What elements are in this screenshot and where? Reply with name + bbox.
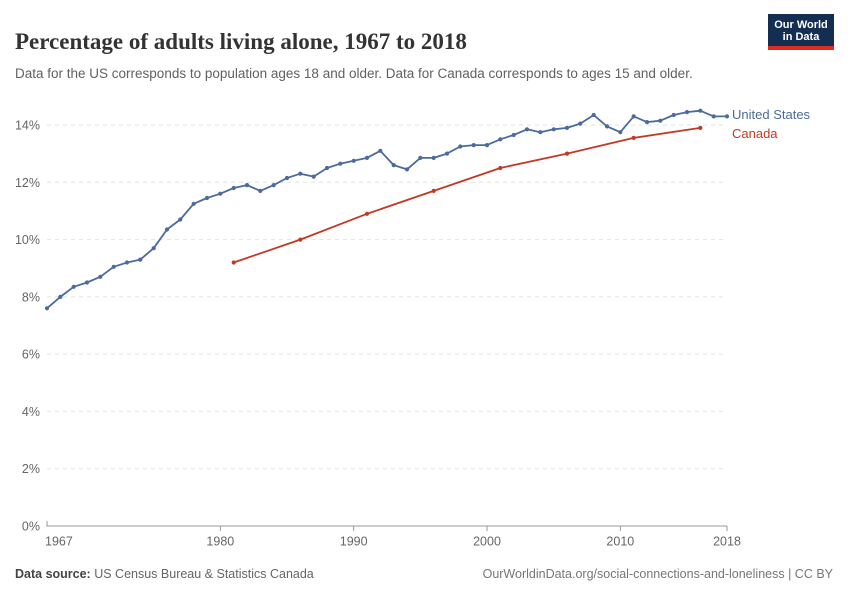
data-point-united-states[interactable] bbox=[204, 195, 210, 201]
page-title: Percentage of adults living alone, 1967 … bbox=[15, 29, 467, 55]
data-point-united-states[interactable] bbox=[511, 132, 516, 138]
chart-footer: Data source: US Census Bureau & Statisti… bbox=[15, 567, 833, 581]
owid-logo-line2: in Data bbox=[782, 31, 820, 43]
data-point-united-states[interactable] bbox=[178, 217, 183, 222]
data-point-united-states[interactable] bbox=[231, 185, 236, 191]
y-tick-label: 14% bbox=[15, 119, 40, 133]
data-source-text: US Census Bureau & Statistics Canada bbox=[90, 567, 314, 581]
x-tick-label: 1980 bbox=[206, 535, 234, 549]
data-point-united-states[interactable] bbox=[378, 148, 383, 153]
data-point-united-states[interactable] bbox=[698, 108, 703, 113]
data-source-label: Data source: bbox=[15, 567, 91, 581]
data-point-united-states[interactable] bbox=[391, 163, 396, 168]
data-point-united-states[interactable] bbox=[164, 227, 170, 232]
data-point-united-states[interactable] bbox=[644, 120, 650, 125]
data-point-united-states[interactable] bbox=[138, 257, 143, 262]
data-point-united-states[interactable] bbox=[564, 125, 570, 130]
data-point-canada[interactable] bbox=[698, 125, 703, 130]
data-point-united-states[interactable] bbox=[284, 175, 290, 181]
x-tick-label: 2018 bbox=[713, 535, 741, 549]
data-point-united-states[interactable] bbox=[431, 155, 436, 160]
data-point-canada[interactable] bbox=[631, 135, 636, 140]
data-point-united-states[interactable] bbox=[338, 161, 343, 166]
data-point-united-states[interactable] bbox=[471, 143, 476, 148]
data-point-united-states[interactable] bbox=[658, 118, 663, 123]
y-tick-label: 0% bbox=[22, 520, 40, 534]
data-point-united-states[interactable] bbox=[524, 127, 530, 132]
data-point-united-states[interactable] bbox=[604, 124, 610, 129]
y-tick-label: 6% bbox=[22, 348, 40, 362]
data-point-united-states[interactable] bbox=[631, 114, 636, 119]
data-point-united-states[interactable] bbox=[218, 191, 223, 196]
data-point-united-states[interactable] bbox=[84, 280, 90, 285]
y-tick-label: 8% bbox=[22, 290, 40, 304]
legend-label-canada[interactable]: Canada bbox=[732, 126, 778, 141]
data-point-canada[interactable] bbox=[498, 165, 503, 171]
x-tick-label: 2000 bbox=[473, 535, 501, 549]
data-point-united-states[interactable] bbox=[124, 260, 130, 265]
owid-logo[interactable]: Our World in Data bbox=[768, 14, 834, 50]
y-tick-label: 2% bbox=[22, 462, 40, 476]
data-point-canada[interactable] bbox=[564, 151, 570, 156]
data-source: Data source: US Census Bureau & Statisti… bbox=[15, 567, 314, 581]
series-line-canada[interactable] bbox=[233, 127, 701, 264]
x-axis-line bbox=[46, 521, 727, 527]
data-point-united-states[interactable] bbox=[111, 264, 116, 269]
data-point-united-states[interactable] bbox=[244, 183, 250, 188]
data-point-united-states[interactable] bbox=[98, 274, 103, 279]
series-line-united-states[interactable] bbox=[46, 109, 727, 309]
data-point-united-states[interactable] bbox=[58, 294, 63, 299]
data-point-canada[interactable] bbox=[431, 188, 436, 193]
data-point-united-states[interactable] bbox=[711, 114, 716, 119]
data-point-united-states[interactable] bbox=[311, 174, 316, 179]
data-point-united-states[interactable] bbox=[458, 144, 463, 149]
legend-label-united-states[interactable]: United States bbox=[732, 107, 811, 122]
data-point-united-states[interactable] bbox=[551, 127, 556, 132]
credit-link[interactable]: OurWorldinData.org/social-connections-an… bbox=[482, 567, 833, 581]
data-point-united-states[interactable] bbox=[484, 143, 490, 148]
data-point-united-states[interactable] bbox=[498, 137, 503, 142]
data-point-united-states[interactable] bbox=[671, 112, 676, 118]
data-point-united-states[interactable] bbox=[44, 306, 50, 311]
x-tick-label: 1967 bbox=[45, 535, 73, 549]
data-point-united-states[interactable] bbox=[578, 121, 583, 126]
data-point-united-states[interactable] bbox=[298, 171, 303, 176]
data-point-united-states[interactable] bbox=[271, 183, 276, 188]
data-point-united-states[interactable] bbox=[724, 114, 730, 119]
data-point-united-states[interactable] bbox=[151, 246, 156, 251]
data-point-united-states[interactable] bbox=[684, 110, 690, 115]
data-point-united-states[interactable] bbox=[258, 188, 263, 193]
data-point-united-states[interactable] bbox=[191, 201, 196, 206]
data-point-canada[interactable] bbox=[231, 260, 236, 265]
data-point-united-states[interactable] bbox=[444, 151, 450, 156]
y-tick-label: 10% bbox=[15, 233, 40, 247]
y-tick-label: 4% bbox=[22, 405, 40, 419]
owid-logo-line1: Our World bbox=[774, 19, 828, 31]
data-point-united-states[interactable] bbox=[404, 167, 410, 172]
chart-subtitle: Data for the US corresponds to populatio… bbox=[15, 65, 693, 81]
data-point-united-states[interactable] bbox=[618, 130, 623, 135]
data-point-united-states[interactable] bbox=[418, 155, 423, 160]
x-tick-label: 1990 bbox=[340, 535, 368, 549]
x-tick-label: 2010 bbox=[606, 535, 634, 549]
data-point-canada[interactable] bbox=[364, 211, 370, 216]
y-tick-label: 12% bbox=[15, 176, 40, 190]
data-point-united-states[interactable] bbox=[324, 165, 330, 171]
data-point-united-states[interactable] bbox=[364, 155, 370, 160]
data-point-united-states[interactable] bbox=[591, 112, 596, 118]
data-point-united-states[interactable] bbox=[71, 284, 76, 289]
data-point-united-states[interactable] bbox=[538, 130, 543, 135]
data-point-united-states[interactable] bbox=[351, 158, 356, 163]
data-point-canada[interactable] bbox=[298, 237, 303, 242]
